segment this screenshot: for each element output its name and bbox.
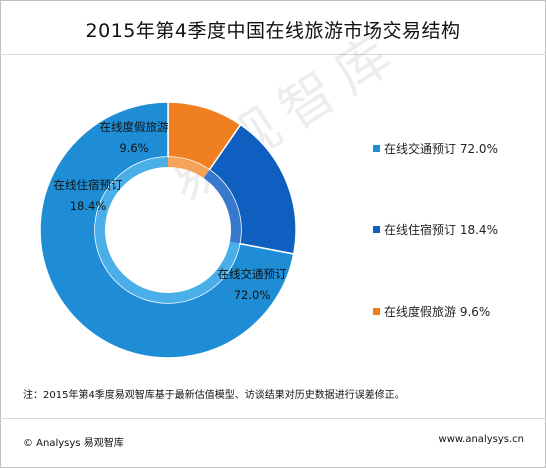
footer-divider [0,418,546,419]
legend-item-vacation: 在线度假旅游 9.6% [373,303,490,320]
data-label-name-vacation: 在线度假旅游 [100,120,169,134]
data-label-name-lodging: 在线住宿预订 [54,178,123,192]
title-divider [0,54,546,55]
donut-inner-ring-lodging [203,169,241,244]
footnote: 注：2015年第4季度易观智库基于最新估值模型、访谈结果对历史数据进行误差修正。 [23,390,405,401]
legend-value-transport: 72.0% [459,142,498,156]
legend-label-lodging: 在线住宿预订 [384,223,457,237]
data-label-name-transport: 在线交通预订 [218,267,287,281]
legend-item-transport: 在线交通预订 72.0% [373,140,498,157]
data-label-value-vacation: 9.6% [119,141,148,155]
data-label-value-lodging: 18.4% [70,199,107,213]
legend-value-vacation: 9.6% [459,305,491,319]
legend-swatch-vacation [373,308,380,315]
donut-inner-ring-vacation [168,157,210,179]
copyright-text: © Analysys 易观智库 [23,438,124,449]
website-url: www.analysys.cn [438,434,524,445]
legend-label-transport: 在线交通预订 [384,142,457,156]
chart-title: 2015年第4季度中国在线旅游市场交易结构 [85,20,461,42]
legend-value-lodging: 18.4% [459,223,498,237]
legend-swatch-transport [373,145,380,152]
legend-swatch-lodging [373,226,380,233]
data-label-value-transport: 72.0% [234,288,271,302]
legend-item-lodging: 在线住宿预订 18.4% [373,221,498,238]
legend-label-vacation: 在线度假旅游 [384,305,457,319]
